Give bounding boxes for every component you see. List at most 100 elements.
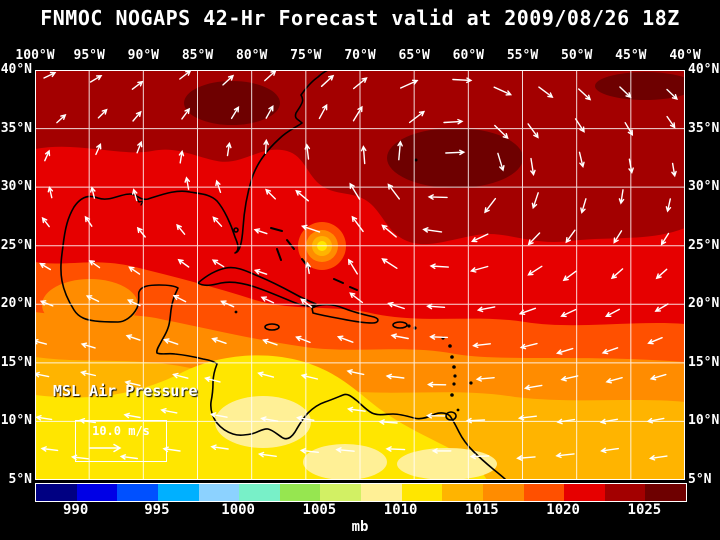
wind-arrow-icon: [260, 416, 279, 422]
wind-arrow-icon: [47, 186, 54, 199]
wind-arrow-icon: [666, 115, 676, 129]
wind-arrow-icon: [211, 259, 225, 268]
wind-arrow-icon: [172, 372, 189, 379]
wind-arrow-icon: [531, 192, 539, 210]
wind-arrow-icon: [41, 216, 50, 228]
wind-arrow-icon: [400, 79, 419, 89]
wind-reference-box: 10.0 m/s: [75, 420, 167, 462]
lat-tick-label: 10°N: [0, 413, 32, 429]
lon-tick-label: 45°W: [615, 48, 647, 63]
wind-arrow-icon: [538, 86, 554, 98]
wind-arrow-icon: [299, 448, 319, 454]
wind-arrow-icon: [619, 86, 632, 99]
high-pressure-core-northeast: [595, 72, 685, 100]
wind-arrow-icon: [44, 149, 51, 162]
colorbar-unit-label: mb: [351, 519, 369, 535]
lon-tick-label: 70°W: [344, 48, 376, 63]
wind-arrow-icon: [475, 376, 495, 382]
latitude-axis-left: 40°N 35°N 30°N 25°N 20°N 15°N 10°N 5°N: [0, 0, 33, 540]
lon-tick-label: 90°W: [127, 48, 159, 63]
wind-arrow-icon: [80, 342, 96, 349]
lat-tick-label: 35°N: [688, 120, 720, 136]
colorbar-tick: 1005: [302, 502, 337, 518]
wind-arrow-icon: [476, 306, 496, 313]
wind-arrow-icon: [518, 307, 537, 315]
colorbar-tick: 1015: [465, 502, 499, 518]
lon-tick-label: 95°W: [73, 48, 105, 63]
wind-arrow-icon: [346, 406, 366, 413]
wind-arrow-icon: [578, 88, 592, 101]
wind-arrow-icon: [56, 113, 67, 124]
colorbar-segment: [564, 484, 605, 501]
wind-arrow-icon: [88, 259, 101, 269]
wind-arrow-icon: [649, 373, 667, 381]
wind-arrow-icon: [556, 418, 576, 425]
wind-arrow-icon: [381, 224, 397, 238]
wind-arrow-icon: [85, 295, 100, 303]
wind-arrow-icon: [527, 265, 543, 276]
wind-arrow-icon: [660, 232, 670, 246]
wind-arrow-icon: [295, 189, 309, 202]
wind-arrow-icon: [601, 347, 619, 355]
wind-arrow-icon: [305, 261, 311, 275]
wind-arrow-icon: [574, 118, 585, 133]
wind-arrow-icon: [378, 419, 398, 425]
wind-arrow-icon: [469, 265, 489, 273]
wind-arrow-icon: [422, 227, 443, 233]
wind-arrow-icon: [209, 412, 228, 418]
colorbar-segment: [36, 484, 77, 501]
wind-arrow-icon: [497, 152, 505, 172]
colorbar-segment: [604, 484, 646, 501]
wind-arrow-icon: [39, 262, 51, 271]
wind-arrow-icon: [599, 418, 619, 425]
lat-tick-label: 30°N: [0, 179, 32, 195]
wind-arrow-icon: [126, 299, 141, 307]
wind-arrow-icon: [452, 77, 473, 84]
wind-arrow-icon: [465, 417, 486, 424]
wind-arrow-icon: [445, 149, 466, 156]
wind-arrow-icon: [654, 303, 669, 312]
wind-arrow-icon: [425, 412, 446, 419]
wind-arrow-icon: [580, 198, 587, 214]
colorbar-tick: 1010: [383, 502, 418, 518]
wind-arrow-icon: [263, 138, 269, 154]
wind-arrow-icon: [618, 189, 625, 205]
wind-arrow-icon: [427, 194, 448, 200]
wind-arrow-icon: [43, 71, 57, 79]
lat-tick-label: 10°N: [688, 413, 720, 429]
map-variable-label: MSL Air Pressure: [53, 382, 198, 400]
wind-arrow-icon: [163, 338, 179, 345]
wind-arrow-icon: [493, 86, 513, 96]
wind-arrow-icon: [211, 337, 227, 344]
wind-arrow-icon: [335, 447, 355, 453]
wind-arrow-icon: [124, 380, 141, 387]
wind-arrow-icon: [665, 198, 672, 213]
wind-arrow-icon: [123, 412, 141, 419]
wind-arrow-icon: [347, 258, 358, 275]
colorbar-segment: [279, 484, 321, 501]
wind-arrow-icon: [647, 337, 663, 345]
wind-arrow-icon: [408, 110, 426, 124]
wind-arrow-icon: [360, 145, 367, 165]
wind-arrow-icon: [385, 373, 405, 380]
wind-arrow-icon: [90, 186, 96, 199]
wind-arrow-icon: [387, 183, 400, 200]
wind-arrow-icon: [624, 122, 634, 136]
lat-tick-label: 35°N: [0, 120, 32, 136]
wind-arrow-icon: [35, 415, 53, 421]
wind-arrow-icon: [655, 268, 668, 280]
wind-arrow-icon: [97, 108, 108, 119]
wind-arrow-icon: [222, 74, 235, 86]
wind-arrow-icon: [172, 294, 187, 303]
wind-arrow-icon: [346, 369, 365, 376]
wind-arrow-icon: [427, 381, 447, 388]
colorbar-tick: 990: [62, 502, 89, 518]
lon-tick-label: 65°W: [398, 48, 430, 63]
wind-arrow-icon: [666, 88, 678, 101]
colorbar-tick-labels: 990 995 1000 1005 1010 1015 1020 1025: [0, 502, 720, 518]
wind-arrow-icon: [519, 342, 538, 350]
wind-reference-arrow-icon: [89, 443, 122, 453]
wind-arrows: [35, 70, 678, 461]
wind-arrow-icon: [429, 334, 449, 340]
